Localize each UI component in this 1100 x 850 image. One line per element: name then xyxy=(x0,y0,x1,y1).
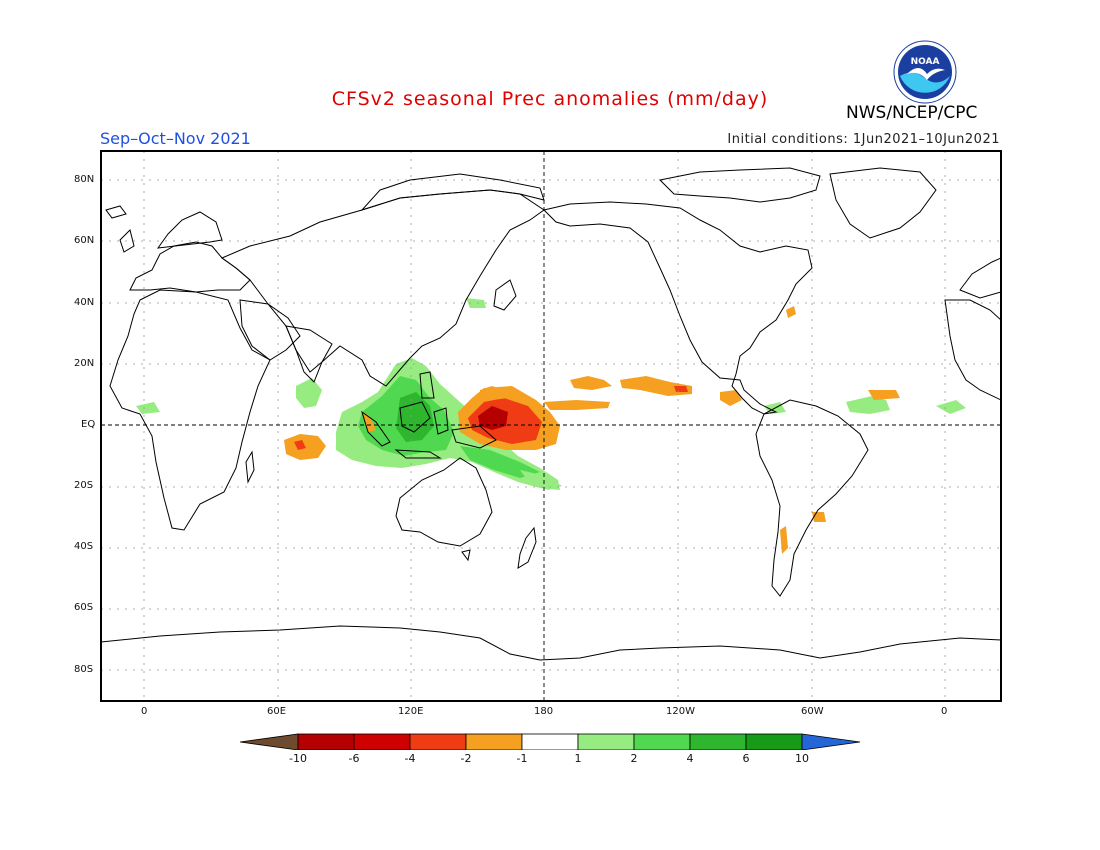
dry-anomaly-usa xyxy=(786,306,796,318)
dry-anomaly-east-pacific xyxy=(620,376,692,396)
dry-anomaly-west-pacific-3 xyxy=(478,406,508,430)
lon-tick: 180 xyxy=(534,706,554,717)
colorbar-cell xyxy=(409,733,467,750)
wet-anomaly-atlantic xyxy=(846,396,890,414)
lon-tick: 60E xyxy=(267,706,287,717)
colorbar-tick-label: 10 xyxy=(795,752,809,765)
colorbar-tick-label: -6 xyxy=(348,752,360,765)
season-label: Sep–Oct–Nov 2021 xyxy=(100,129,251,148)
dry-anomaly-atlantic xyxy=(868,390,900,400)
colorbar xyxy=(240,733,861,750)
colorbar-tick-label: 2 xyxy=(630,752,638,765)
dry-anomaly-mexico xyxy=(720,390,742,406)
wet-anomaly-atlantic-2 xyxy=(936,400,966,414)
colorbar-cell xyxy=(577,733,635,750)
lat-tick: 60S xyxy=(74,602,94,613)
dry-anomaly-argentina xyxy=(780,526,788,554)
chart-title: CFSv2 seasonal Prec anomalies (mm/day) xyxy=(331,88,769,110)
wet-anomaly-bay-bengal xyxy=(296,378,322,408)
initial-conditions-label: Initial conditions: 1Jun2021–10Jun2021 xyxy=(727,132,1000,147)
colorbar-cell xyxy=(465,733,523,750)
lat-tick: 80S xyxy=(74,664,94,675)
colorbar-cell xyxy=(521,733,579,750)
lat-lon-grid xyxy=(101,151,1001,701)
colorbar-cell xyxy=(353,733,411,750)
colorbar-arrow-low xyxy=(240,733,299,750)
colorbar-tick-label: 4 xyxy=(686,752,694,765)
lon-tick: 0 xyxy=(941,706,948,717)
colorbar-tick-label: -2 xyxy=(460,752,472,765)
dry-anomaly-central-pacific-2 xyxy=(570,376,612,390)
lat-tick: 60N xyxy=(74,235,95,246)
lon-tick: 60W xyxy=(801,706,824,717)
precip-map xyxy=(100,150,1002,702)
dry-anomaly-central-pacific xyxy=(544,400,610,410)
lat-tick: EQ xyxy=(81,419,96,430)
colorbar-cell xyxy=(297,733,355,750)
lat-tick: 20N xyxy=(74,358,95,369)
lon-tick: 120E xyxy=(398,706,424,717)
logo-text: NOAA xyxy=(911,57,940,67)
wet-anomaly-africa-w xyxy=(136,402,160,414)
coastlines xyxy=(101,167,1001,661)
colorbar-cell xyxy=(745,733,803,750)
dry-anomaly-indian-2 xyxy=(294,440,306,450)
wet-anomaly-pacific-sw xyxy=(520,470,562,490)
colorbar-tick-label: -4 xyxy=(404,752,416,765)
colorbar-cell xyxy=(689,733,747,750)
wet-anomaly-maritime-3 xyxy=(396,392,434,442)
lat-tick: 40S xyxy=(74,541,94,552)
agency-label: NWS/NCEP/CPC xyxy=(846,103,978,123)
wet-anomaly-china xyxy=(466,298,486,308)
dry-anomaly-sumatra xyxy=(362,412,376,432)
colorbar-tick-label: -1 xyxy=(516,752,528,765)
lat-tick: 80N xyxy=(74,174,95,185)
colorbar-arrow-high xyxy=(801,733,861,750)
lon-tick: 0 xyxy=(141,706,148,717)
colorbar-tick-label: -10 xyxy=(289,752,307,765)
dry-anomaly-east-pacific-2 xyxy=(674,386,688,392)
colorbar-cell xyxy=(633,733,691,750)
map-frame xyxy=(100,150,1002,702)
equator-dateline xyxy=(101,151,1001,701)
noaa-logo: NOAA xyxy=(893,40,957,104)
lon-tick: 120W xyxy=(666,706,695,717)
colorbar-tick-label: 6 xyxy=(742,752,750,765)
lat-tick: 40N xyxy=(74,297,95,308)
dry-anomaly-west-pacific-4 xyxy=(480,386,508,400)
colorbar-tick-label: 1 xyxy=(574,752,582,765)
lat-tick: 20S xyxy=(74,480,94,491)
